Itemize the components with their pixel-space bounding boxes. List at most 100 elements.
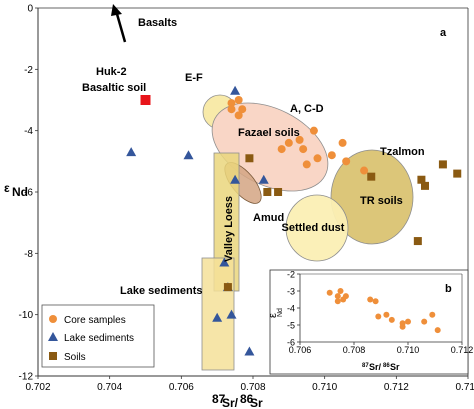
chart-1-x-tick-label: 0.712 — [451, 345, 474, 355]
chart-0-x-tick-label: 0.704 — [97, 382, 122, 393]
panel-label-b: b — [445, 283, 452, 295]
chart-0-y-tick-label: -2 — [24, 65, 33, 76]
chart-0-point-core-samples — [313, 154, 322, 163]
chart-1-y-tick-label: -4 — [287, 304, 295, 314]
chart-1-x-tick-label: 0.708 — [343, 345, 366, 355]
chart-0-point-soils — [263, 188, 272, 196]
chart-1-point-core-samples — [342, 293, 349, 300]
chart-0-point-core-samples — [284, 138, 293, 147]
chart-1-point-core-samples — [429, 311, 436, 318]
chart-0-point-core-samples — [338, 138, 347, 147]
legend-label-lake-sediments: Lake sediments — [64, 333, 134, 344]
chart-0-point-core-samples — [234, 111, 243, 120]
chart-0-point-core-samples — [360, 166, 369, 175]
chart-0-y-tick-label: -8 — [24, 249, 33, 260]
annotation-amud: Amud — [253, 212, 284, 224]
svg-text:86: 86 — [240, 392, 254, 406]
chart-0-y-tick-label: -6 — [24, 188, 33, 199]
svg-text:Sr/: Sr/ — [369, 362, 382, 372]
chart-0-x-tick-label: 0.714 — [455, 382, 474, 393]
chart-0-point-lake-sediments — [230, 85, 241, 95]
region-lake-sediments — [201, 257, 235, 371]
basalts-arrow — [111, 4, 127, 43]
chart-0-y-tick-label: -4 — [24, 126, 33, 137]
annotation-basaltic-soil: Basaltic soil — [82, 82, 146, 94]
inset-axis-ticks: 0.706 0.708 0.710 0.712 -2 -3 -4 -5 -6 — [287, 270, 473, 356]
legend-label-core-samples: Core samples — [64, 315, 126, 326]
legend-item-core-samples: Core samples — [49, 315, 126, 326]
chart-0-point-core-samples — [295, 135, 304, 144]
inset-chart: 0.706 0.708 0.710 0.712 -2 -3 -4 -5 -6 b ε Nd 87… — [267, 270, 473, 375]
chart-0-y-tick-label: -12 — [19, 372, 34, 383]
region-layer — [201, 94, 414, 371]
chart-1-point-core-samples — [383, 311, 390, 318]
svg-text:Sr: Sr — [390, 362, 400, 372]
annotation-tr-soils: TR soils — [360, 195, 403, 207]
region-tr-soils — [330, 149, 414, 245]
chart-1-point-core-samples — [375, 313, 382, 320]
svg-text:Sr/: Sr/ — [222, 396, 239, 409]
x-axis-title: 87 Sr/ 86 Sr — [212, 392, 263, 409]
chart-0-point-lake-sediments — [230, 174, 241, 184]
chart-0-y-tick-label: -10 — [19, 310, 34, 321]
annotation-e-f: E-F — [185, 72, 203, 84]
chart-0-y-tick-label: 0 — [27, 4, 33, 15]
chart-1-point-core-samples — [334, 293, 341, 300]
inset-y-axis-title: ε Nd — [267, 308, 284, 318]
annotation-valley-loess: Valley Loess — [223, 196, 235, 262]
annotation-huk-2: Huk-2 — [96, 66, 127, 78]
chart-1-point-core-samples — [399, 323, 406, 330]
chart-0-point-core-samples — [227, 105, 236, 114]
svg-text:Nd: Nd — [277, 308, 284, 317]
region-settled-dust — [285, 194, 349, 262]
chart-1-y-tick-label: -2 — [287, 270, 295, 280]
chart-0-point-core-samples — [309, 126, 318, 135]
legend-marker-soils — [49, 352, 57, 360]
chart-0-point-core-samples — [234, 96, 243, 104]
chart-0-point-lake-sediments — [212, 312, 223, 322]
annotation-fazael-soils: Fazael soils — [238, 127, 300, 139]
chart-0-point-soils — [438, 160, 447, 169]
annotations: Basalts a Huk-2 Basaltic soil E-F A, C-D… — [82, 17, 447, 297]
main-axis-ticks: 0.702 0.704 0.706 0.708 0.710 0.712 0.714 0 -2 -4… — [19, 4, 474, 394]
chart-0-point-soils — [223, 283, 232, 292]
legend-marker-core-samples — [49, 315, 57, 323]
inset-frame — [299, 273, 463, 343]
legend-item-lake-sediments: Lake sediments — [48, 332, 134, 344]
chart-1-point-core-samples — [405, 318, 411, 325]
chart-0-point-core-samples — [277, 145, 286, 154]
chart-1-y-tick-label: -3 — [287, 287, 295, 297]
chart-1-point-core-samples — [326, 289, 333, 296]
svg-text:ε: ε — [4, 181, 10, 195]
chart-0-point-soils — [453, 169, 462, 178]
legend-label-soils: Soils — [64, 352, 86, 363]
chart-0-point-soils — [274, 188, 283, 196]
chart-0-point-lake-sediments — [126, 147, 137, 157]
chart-1-point-core-samples — [388, 316, 395, 323]
inset-x-axis-title: 87 Sr/ 86 Sr — [362, 362, 400, 372]
chart-0-point-soils — [367, 172, 376, 181]
chart-0-point-core-samples — [327, 151, 336, 160]
chart-1-x-tick-label: 0.710 — [397, 345, 420, 355]
chart-0-point-lake-sediments — [258, 174, 269, 184]
inset-data-points — [326, 288, 441, 334]
svg-text:ε: ε — [267, 313, 279, 318]
chart-0-point-core-samples — [299, 145, 308, 154]
chart-0-x-tick-label: 0.706 — [169, 382, 194, 393]
chart-1-point-core-samples — [367, 296, 374, 303]
annotation-tzalmon: Tzalmon — [380, 146, 425, 158]
chart-0-point-soils — [245, 154, 254, 163]
chart-0-point-core-samples — [302, 160, 311, 169]
annotation-a-c-d: A, C-D — [290, 103, 324, 115]
panel-label-a: a — [440, 27, 447, 39]
chart-0-point-core-samples — [238, 105, 247, 114]
chart-0-x-tick-label: 0.710 — [312, 382, 337, 393]
chart-0-point-lake-sediments — [183, 150, 194, 160]
main-data-points — [126, 85, 462, 356]
chart-0-point-soils — [417, 175, 426, 184]
chart-1-y-tick-label: -5 — [287, 321, 295, 331]
chart-1-point-core-samples — [334, 298, 341, 305]
chart-0-point-core-samples — [227, 99, 236, 108]
svg-text:87: 87 — [362, 363, 369, 369]
